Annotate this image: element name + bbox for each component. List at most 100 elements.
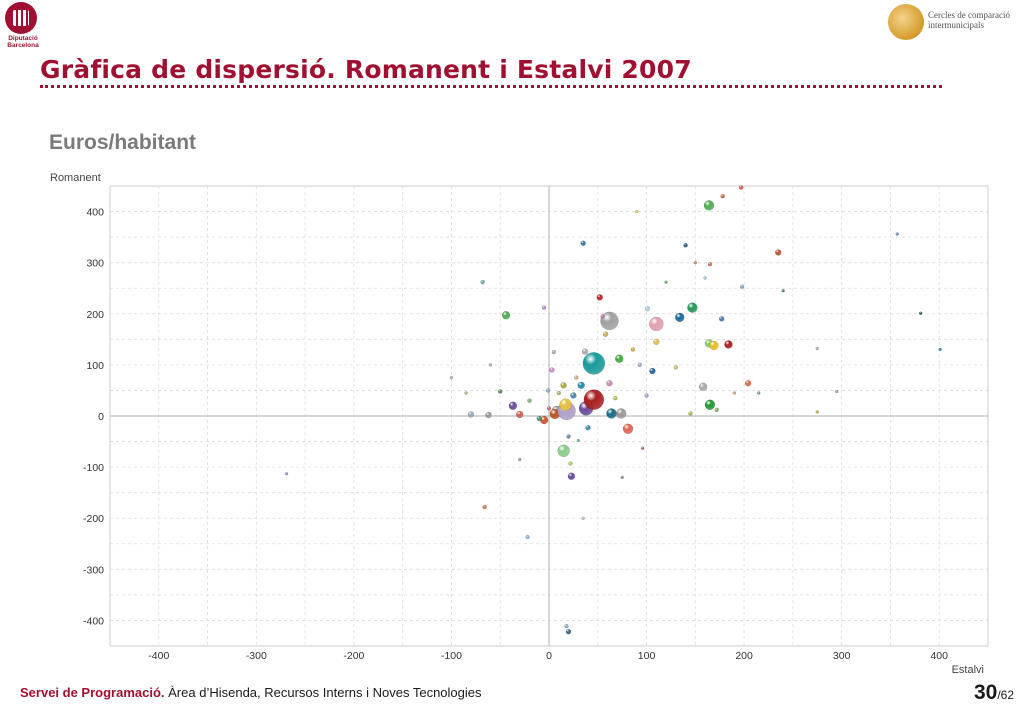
scatter-point: [464, 391, 468, 395]
scatter-point: [284, 472, 289, 476]
cercles-logo: Cercles de comparació intermunicipals: [888, 4, 1018, 42]
scatter-point: [744, 380, 752, 387]
scatter-point: [704, 399, 716, 410]
scatter-point: [485, 411, 492, 419]
scatter-point: [577, 381, 585, 390]
page-title: Gràfica de dispersió. Romanent i Estalvi…: [40, 55, 692, 84]
scatter-point: [698, 382, 708, 392]
scatter-point: [707, 262, 713, 267]
scatter-point: [565, 628, 572, 635]
x-tick-label: 100: [638, 650, 656, 662]
footer-dept: Àrea d’Hisenda, Recursos Interns i Noves…: [168, 685, 482, 700]
scatter-point: [585, 425, 591, 431]
scatter-point: [649, 316, 664, 332]
scatter-point: [635, 209, 639, 214]
scatter-point: [738, 185, 744, 190]
scatter-point: [596, 294, 603, 301]
page-current: 30: [973, 681, 998, 704]
scatter-point: [835, 389, 839, 394]
scatter-point: [644, 305, 651, 312]
x-tick-label: 300: [833, 650, 851, 662]
scatter-point: [516, 410, 524, 419]
scatter-point: [640, 446, 645, 450]
scatter-point: [541, 305, 547, 310]
scatter-point: [488, 363, 493, 367]
x-tick-label: 400: [930, 650, 948, 662]
scatter-point: [557, 444, 570, 457]
scatter-point: [709, 340, 719, 351]
scatter-point: [467, 411, 475, 418]
scatter-point: [644, 393, 649, 398]
scatter-point: [613, 395, 618, 401]
axis-labels: Romanent Estalvi: [50, 172, 984, 676]
scatter-point: [649, 367, 656, 375]
scatter-point: [518, 457, 522, 462]
scatter-point: [703, 276, 707, 280]
scatter-point: [688, 411, 693, 416]
scatter-point: [536, 415, 542, 422]
scatter-point: [546, 406, 552, 411]
scatter-point: [683, 243, 688, 248]
x-tick-label: 200: [735, 650, 753, 662]
scatter-point: [582, 352, 606, 375]
scatter-point: [498, 389, 503, 394]
scatter-point: [895, 232, 899, 236]
x-tick-label: -400: [148, 650, 169, 662]
scatter-point: [775, 249, 782, 256]
scatter-point: [615, 354, 624, 363]
chart-subtitle: Euros/habitant: [49, 131, 197, 154]
y-tick-label: 200: [86, 309, 104, 321]
diputacio-logo-text: Diputació Barcelona: [7, 35, 39, 49]
cercles-map-icon: [888, 4, 924, 40]
scatter-point: [508, 401, 518, 410]
scatter-point: [918, 311, 923, 315]
scatter-point: [556, 390, 561, 396]
scatter-point: [720, 194, 725, 199]
scatter-point: [732, 391, 737, 395]
scatter-point: [781, 289, 785, 293]
x-tick-label: -300: [246, 650, 267, 662]
scatter-point: [664, 280, 668, 284]
scatter-point: [703, 200, 715, 211]
scatter-point: [480, 279, 485, 285]
scatter-point: [757, 391, 761, 395]
scatter-point: [739, 284, 745, 289]
y-tick-label: -400: [83, 615, 104, 627]
cercles-logo-text: Cercles de comparació intermunicipals: [928, 10, 1010, 30]
scatter-point: [718, 316, 725, 322]
scatter-point: [525, 534, 530, 540]
y-tick-label: 100: [86, 360, 104, 372]
diputacio-shield-icon: [5, 2, 37, 34]
scatter-point: [622, 423, 634, 434]
title-divider: [40, 85, 942, 88]
scatter-point: [581, 348, 589, 355]
x-tick-label: -200: [343, 650, 364, 662]
scatter-point: [606, 380, 613, 387]
scatter-point: [714, 407, 719, 413]
page-number: 30/62: [974, 681, 1014, 705]
scatter-point: [583, 389, 605, 410]
scatter-point: [615, 408, 627, 419]
x-tick-label: 0: [546, 650, 552, 662]
y-tick-label: -200: [83, 513, 104, 525]
axes: -400 -300 -200 -100 0 100 200 300 400 -400 -300 -20…: [83, 186, 988, 662]
scatter-point: [560, 382, 567, 389]
diputacio-logo: Diputació Barcelona: [3, 2, 39, 50]
scatter-point: [724, 340, 733, 349]
scatter-point: [938, 347, 942, 352]
scatter-point: [673, 365, 679, 370]
y-tick-label: -300: [83, 564, 104, 576]
scatter-point: [567, 472, 576, 481]
scatter-point: [570, 392, 577, 399]
y-tick-label: -100: [83, 462, 104, 474]
scatter-point: [449, 375, 454, 380]
scatter-point: [687, 302, 698, 313]
scatter-point: [527, 398, 532, 403]
scatter-point: [600, 314, 605, 319]
footer-org: Servei de Programació.: [20, 685, 165, 700]
scatter-point: [566, 434, 571, 439]
y-tick-label: 0: [98, 411, 104, 423]
scatter-point: [482, 504, 487, 510]
scatter-point: [549, 367, 555, 373]
